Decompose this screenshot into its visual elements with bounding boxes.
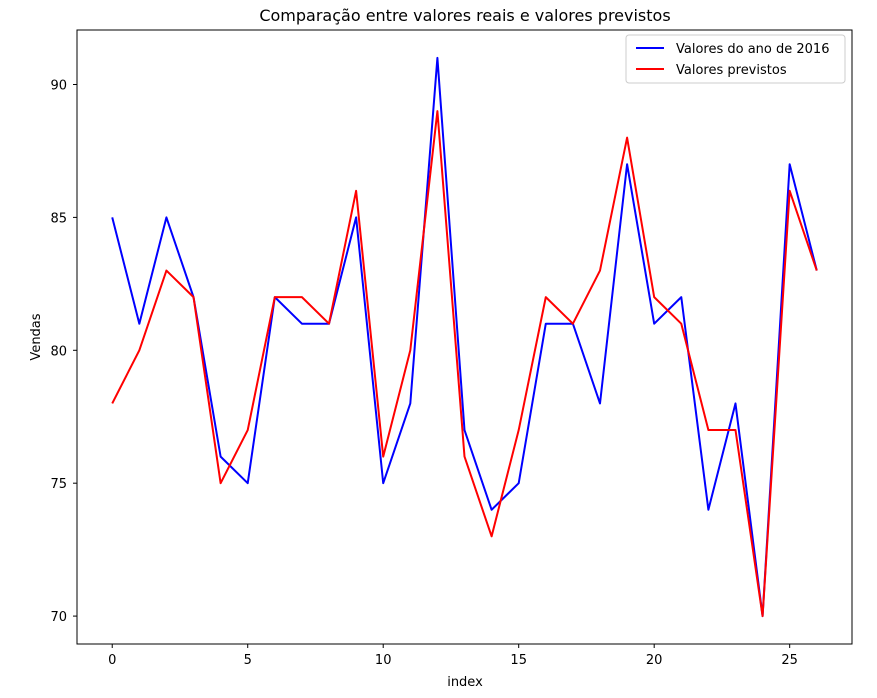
chart-title: Comparação entre valores reais e valores… <box>259 6 670 25</box>
legend: Valores do ano de 2016 Valores previstos <box>625 34 846 84</box>
x-tick-label: 5 <box>244 653 252 668</box>
x-tick-label: 10 <box>375 653 392 668</box>
plot-area <box>76 29 853 645</box>
y-tick-label: 80 <box>50 344 67 359</box>
legend-box <box>625 34 846 84</box>
x-tick-label: 15 <box>510 653 527 668</box>
x-tick-label: 20 <box>646 653 663 668</box>
y-tick-label: 70 <box>50 610 67 625</box>
x-tick-label: 0 <box>108 653 116 668</box>
series-layer <box>111 56 818 618</box>
y-axis: 70 75 80 85 90 <box>50 78 77 625</box>
y-tick-label: 85 <box>50 211 67 226</box>
x-axis: 0 5 10 15 20 25 <box>108 644 798 668</box>
y-axis-label: Vendas <box>29 313 44 360</box>
y-tick-label: 90 <box>50 78 67 93</box>
axes-frame <box>76 29 853 645</box>
legend-label-series-1: Valores previstos <box>676 63 787 78</box>
x-axis-label: index <box>447 675 483 690</box>
x-tick-label: 25 <box>781 653 798 668</box>
legend-label-series-0: Valores do ano de 2016 <box>676 42 829 57</box>
y-tick-label: 75 <box>50 477 67 492</box>
series-line-1 <box>111 110 818 618</box>
